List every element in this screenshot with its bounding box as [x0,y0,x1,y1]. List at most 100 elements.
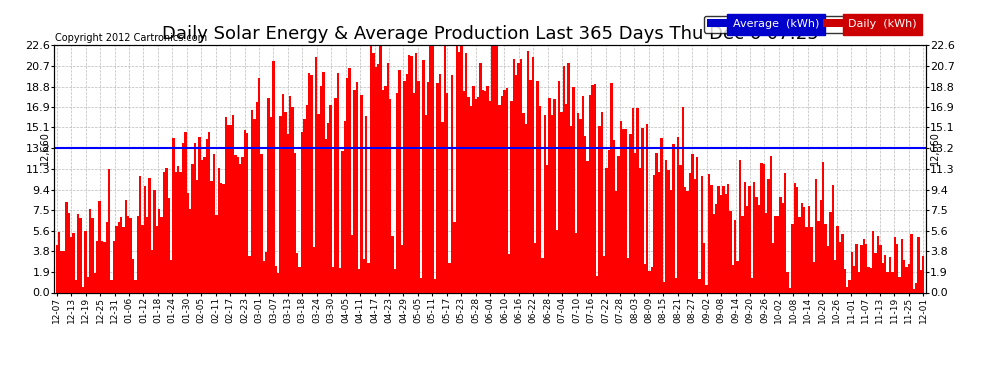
Bar [903,260,906,292]
Bar [730,211,732,292]
Bar [177,166,179,292]
Bar [720,195,722,292]
Bar [477,97,479,292]
Bar [82,287,84,292]
Bar [372,53,374,292]
Bar [770,156,772,292]
Bar [689,173,691,292]
Bar [437,83,439,292]
Bar [774,216,777,292]
Bar [579,120,582,292]
Bar [94,273,96,292]
Bar [167,198,170,292]
Bar [355,82,358,292]
Bar [206,139,208,292]
Bar [877,236,879,292]
Bar [560,112,562,292]
Bar [84,231,86,292]
Bar [718,186,720,292]
Bar [577,113,579,292]
Bar [558,81,560,292]
Bar [786,272,789,292]
Bar [272,62,274,292]
Bar [670,190,672,292]
Bar [837,226,839,292]
Bar [753,182,755,292]
Bar [708,174,710,292]
Bar [115,226,118,292]
Bar [777,216,779,292]
Bar [353,90,355,292]
Bar [179,172,182,292]
Bar [808,206,810,292]
Bar [734,220,737,292]
Bar [872,231,874,292]
Bar [172,138,174,292]
Bar [301,132,303,292]
Bar [148,178,150,292]
Bar [869,268,872,292]
Bar [548,98,550,292]
Bar [196,180,198,292]
Bar [313,247,315,292]
Bar [453,222,455,292]
Bar [455,46,458,292]
Bar [232,115,235,292]
Bar [362,258,365,292]
Bar [691,154,694,292]
Bar [703,243,706,292]
Bar [348,68,350,292]
Bar [186,193,189,292]
Bar [286,134,289,292]
Bar [860,245,862,292]
Bar [482,90,484,292]
Bar [848,280,850,292]
Bar [596,276,598,292]
Bar [282,94,284,292]
Bar [425,114,427,292]
Bar [757,206,760,292]
Bar [182,142,184,292]
Title: Daily Solar Energy & Average Production Last 365 Days Thu Dec 6 07:25: Daily Solar Energy & Average Production … [161,26,819,44]
Bar [367,263,370,292]
Bar [527,51,530,292]
Bar [386,63,389,292]
Bar [230,125,232,292]
Bar [532,57,534,292]
Bar [832,185,834,292]
Bar [496,46,498,292]
Bar [255,102,258,292]
Bar [335,98,337,292]
Bar [308,74,310,292]
Bar [260,154,262,292]
Bar [553,99,555,292]
Bar [298,267,301,292]
Bar [377,64,379,292]
Bar [794,183,796,292]
Bar [544,115,546,292]
Bar [96,241,98,292]
Bar [686,191,689,292]
Bar [727,184,730,292]
Bar [743,183,745,292]
Bar [322,72,325,292]
Bar [913,289,915,292]
Bar [237,157,239,292]
Bar [653,176,655,292]
Bar [898,277,901,292]
Bar [567,63,570,292]
Bar [825,224,827,292]
Bar [760,163,762,292]
Bar [147,217,148,292]
Bar [60,251,62,292]
Bar [201,160,203,292]
Bar [515,75,518,292]
Bar [772,243,774,292]
Bar [450,75,453,292]
Bar [920,270,922,292]
Bar [906,267,908,292]
Bar [77,214,79,292]
Bar [279,116,282,292]
Bar [843,270,845,292]
Bar [418,81,420,292]
